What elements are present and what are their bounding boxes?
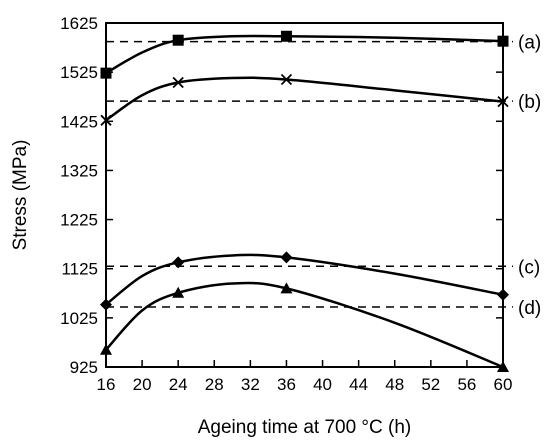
series-d: (d) — [100, 281, 541, 372]
y-tick-label: 1225 — [60, 211, 98, 230]
plot-frame — [105, 22, 504, 368]
series-line — [105, 253, 504, 306]
y-tick-label: 1625 — [60, 14, 98, 33]
x-tick-label: 20 — [133, 375, 152, 394]
y-tick-label: 1525 — [60, 63, 98, 82]
x-tick-label: 24 — [169, 375, 188, 394]
data-point-square — [172, 34, 184, 46]
x-tick-label: 60 — [494, 375, 513, 394]
x-tick-label: 32 — [241, 375, 260, 394]
x-axis-label: Ageing time at 700 °C (h) — [198, 417, 412, 438]
data-point-diamond — [172, 256, 185, 269]
y-tick-label: 1425 — [60, 112, 98, 131]
series-a: (a) — [100, 30, 541, 79]
series-b: (b) — [100, 73, 541, 126]
x-tick-label: 56 — [457, 375, 476, 394]
chart-marks: (a) (b) (c) (d) — [100, 30, 541, 372]
series-c: (c) — [100, 251, 540, 311]
y-tick-label: 1025 — [60, 309, 98, 328]
series-label: (d) — [518, 298, 541, 319]
y-tick-label: 1325 — [60, 161, 98, 180]
x-tick-label: 28 — [205, 375, 224, 394]
series-label: (c) — [518, 257, 540, 278]
x-tick-label: 48 — [385, 375, 404, 394]
series-line — [105, 281, 504, 369]
data-point-cross — [172, 76, 184, 89]
data-point-triangle — [280, 282, 293, 294]
y-tick-label: 925 — [70, 358, 98, 377]
x-tick-label: 52 — [421, 375, 440, 394]
data-point-diamond — [280, 251, 293, 264]
series-label: (b) — [518, 92, 541, 113]
y-tick-label: 1125 — [61, 260, 98, 279]
data-point-cross — [280, 73, 293, 86]
data-point-triangle — [172, 286, 185, 298]
series-label: (a) — [518, 33, 541, 54]
x-tick-label: 16 — [97, 375, 116, 394]
x-tick-label: 36 — [277, 375, 296, 394]
x-tick-label: 44 — [349, 375, 368, 394]
y-axis-label: Stress (MPa) — [10, 140, 31, 251]
series-line — [105, 34, 504, 75]
series-line — [105, 76, 504, 122]
data-point-square — [280, 30, 292, 42]
chart-axes: 16 20 24 28 32 36 40 44 48 52 56 60 925 1025 1125 1225 1… — [60, 14, 512, 394]
x-tick-label: 40 — [313, 375, 332, 394]
